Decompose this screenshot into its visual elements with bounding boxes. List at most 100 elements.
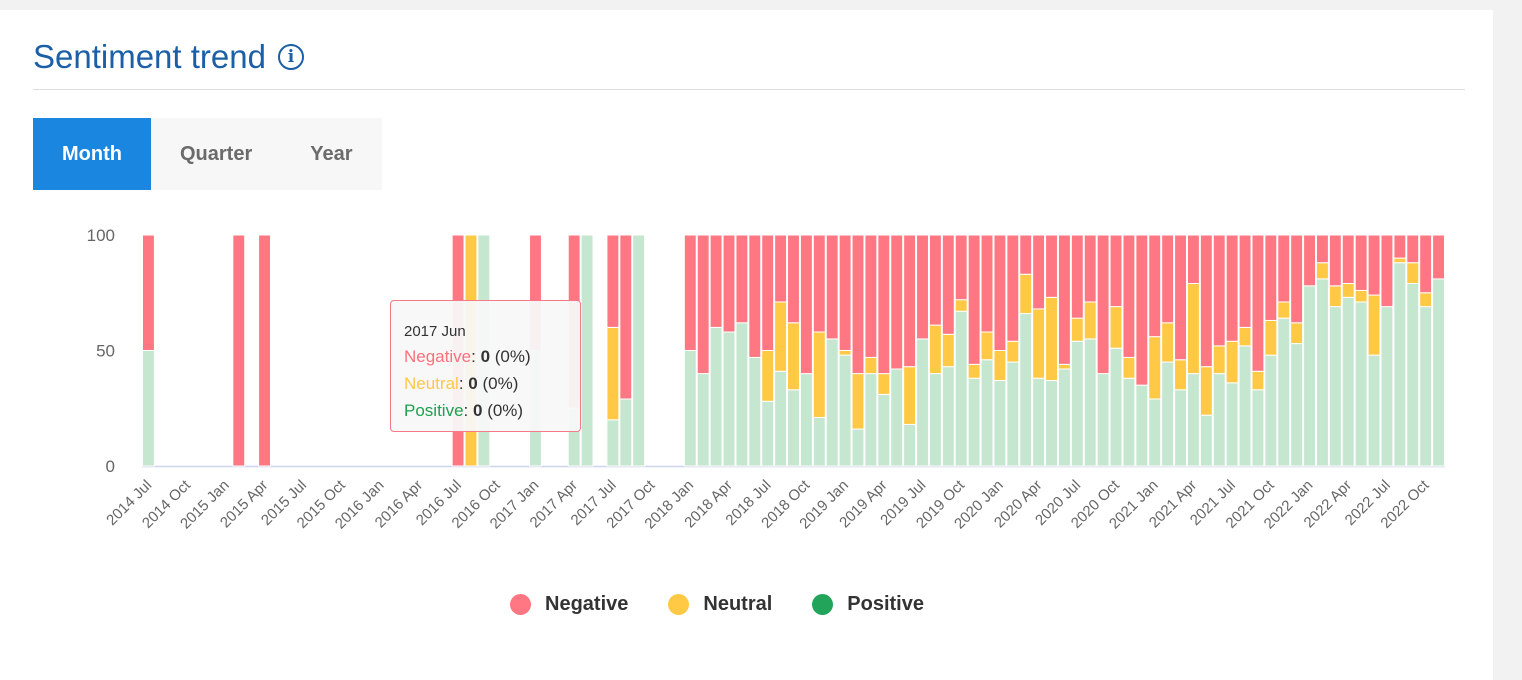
bar-positive[interactable] xyxy=(980,359,994,467)
bar-positive[interactable] xyxy=(1019,313,1033,467)
bar-positive[interactable] xyxy=(1212,373,1226,467)
bar-positive[interactable] xyxy=(1135,384,1149,467)
bar-neutral[interactable] xyxy=(877,373,891,395)
bar-negative[interactable] xyxy=(993,234,1007,351)
bar-neutral[interactable] xyxy=(1406,262,1420,285)
bar-positive[interactable] xyxy=(142,350,155,467)
bar-negative[interactable] xyxy=(787,234,800,324)
bar-positive[interactable] xyxy=(1109,347,1123,467)
bar-negative[interactable] xyxy=(851,234,865,375)
bar-positive[interactable] xyxy=(1148,398,1162,467)
bar-negative[interactable] xyxy=(1315,234,1329,264)
bar-negative[interactable] xyxy=(1057,234,1071,365)
bar-positive[interactable] xyxy=(1432,278,1445,467)
bar-negative[interactable] xyxy=(1135,234,1149,386)
tab-year[interactable]: Year xyxy=(310,143,353,165)
bar-negative[interactable] xyxy=(928,234,942,326)
bar-negative[interactable] xyxy=(877,234,891,375)
bar-negative[interactable] xyxy=(258,234,272,467)
bar-neutral[interactable] xyxy=(1290,322,1304,345)
bar-positive[interactable] xyxy=(619,398,633,467)
bar-negative[interactable] xyxy=(1212,234,1226,347)
bar-negative[interactable] xyxy=(232,234,246,467)
bar-negative[interactable] xyxy=(903,234,917,368)
bar-neutral[interactable] xyxy=(1199,366,1213,416)
bar-negative[interactable] xyxy=(941,234,955,335)
bar-negative[interactable] xyxy=(1199,234,1213,368)
bar-positive[interactable] xyxy=(748,356,762,467)
bar-neutral[interactable] xyxy=(1032,308,1046,379)
bar-negative[interactable] xyxy=(1148,234,1162,338)
bar-neutral[interactable] xyxy=(1341,283,1355,298)
bar-neutral[interactable] xyxy=(1019,273,1033,315)
bar-neutral[interactable] xyxy=(954,299,968,312)
bar-neutral[interactable] xyxy=(812,331,826,418)
bar-negative[interactable] xyxy=(1083,234,1097,303)
bar-negative[interactable] xyxy=(1045,234,1058,298)
bar-negative[interactable] xyxy=(774,234,788,303)
bar-negative[interactable] xyxy=(1174,234,1187,361)
bar-negative[interactable] xyxy=(1225,234,1239,342)
bar-positive[interactable] xyxy=(967,377,981,467)
bar-neutral[interactable] xyxy=(1277,301,1291,319)
bar-positive[interactable] xyxy=(1290,343,1304,467)
bar-neutral[interactable] xyxy=(928,324,942,375)
bar-negative[interactable] xyxy=(1070,234,1084,319)
bar-negative[interactable] xyxy=(1019,234,1033,275)
bar-neutral[interactable] xyxy=(1006,340,1020,363)
bar-positive[interactable] xyxy=(1006,361,1020,467)
bar-positive[interactable] xyxy=(1238,345,1252,467)
bar-positive[interactable] xyxy=(928,373,942,467)
bar-negative[interactable] xyxy=(1006,234,1020,342)
bar-positive[interactable] xyxy=(903,423,917,467)
bar-neutral[interactable] xyxy=(1238,326,1252,347)
bar-negative[interactable] xyxy=(696,234,710,375)
legend-item-negative[interactable]: Negative xyxy=(510,593,628,616)
bar-neutral[interactable] xyxy=(903,366,917,425)
bar-positive[interactable] xyxy=(1225,382,1239,467)
bar-neutral[interactable] xyxy=(1212,345,1226,375)
bar-negative[interactable] xyxy=(864,234,878,358)
bar-positive[interactable] xyxy=(1070,340,1084,467)
bar-positive[interactable] xyxy=(683,350,697,467)
bar-positive[interactable] xyxy=(774,370,788,467)
bar-positive[interactable] xyxy=(993,380,1007,467)
bar-positive[interactable] xyxy=(1277,317,1291,467)
bar-neutral[interactable] xyxy=(606,326,620,421)
bar-neutral[interactable] xyxy=(1354,289,1368,303)
bar-negative[interactable] xyxy=(1303,234,1316,287)
bar-positive[interactable] xyxy=(1174,389,1187,467)
bar-neutral[interactable] xyxy=(1083,301,1097,340)
bar-neutral[interactable] xyxy=(993,350,1007,382)
bar-neutral[interactable] xyxy=(1109,306,1123,349)
bar-neutral[interactable] xyxy=(1161,322,1175,363)
bar-negative[interactable] xyxy=(1367,234,1381,296)
bar-negative[interactable] xyxy=(1277,234,1291,303)
bar-negative[interactable] xyxy=(890,234,904,370)
bar-negative[interactable] xyxy=(1251,234,1265,372)
bar-positive[interactable] xyxy=(916,338,929,467)
bar-neutral[interactable] xyxy=(838,350,852,356)
bar-positive[interactable] xyxy=(580,234,594,467)
bar-positive[interactable] xyxy=(1419,306,1433,467)
bar-negative[interactable] xyxy=(748,234,762,358)
bar-neutral[interactable] xyxy=(1251,370,1265,391)
bar-positive[interactable] xyxy=(877,393,891,467)
bar-positive[interactable] xyxy=(1122,377,1136,467)
bar-positive[interactable] xyxy=(838,354,852,467)
bar-positive[interactable] xyxy=(1083,338,1097,467)
bar-negative[interactable] xyxy=(735,234,749,324)
bar-neutral[interactable] xyxy=(980,331,994,361)
bar-neutral[interactable] xyxy=(1057,363,1071,370)
bar-neutral[interactable] xyxy=(1367,294,1381,356)
bar-positive[interactable] xyxy=(1354,301,1368,467)
bar-positive[interactable] xyxy=(606,419,620,467)
bar-negative[interactable] xyxy=(1328,234,1342,287)
bar-neutral[interactable] xyxy=(1174,359,1187,391)
legend-item-positive[interactable]: Positive xyxy=(812,593,924,616)
tab-quarter[interactable]: Quarter xyxy=(179,143,253,165)
bar-positive[interactable] xyxy=(1251,389,1265,467)
bar-negative[interactable] xyxy=(722,234,736,333)
bar-negative[interactable] xyxy=(1380,234,1394,308)
bar-neutral[interactable] xyxy=(1148,336,1162,400)
